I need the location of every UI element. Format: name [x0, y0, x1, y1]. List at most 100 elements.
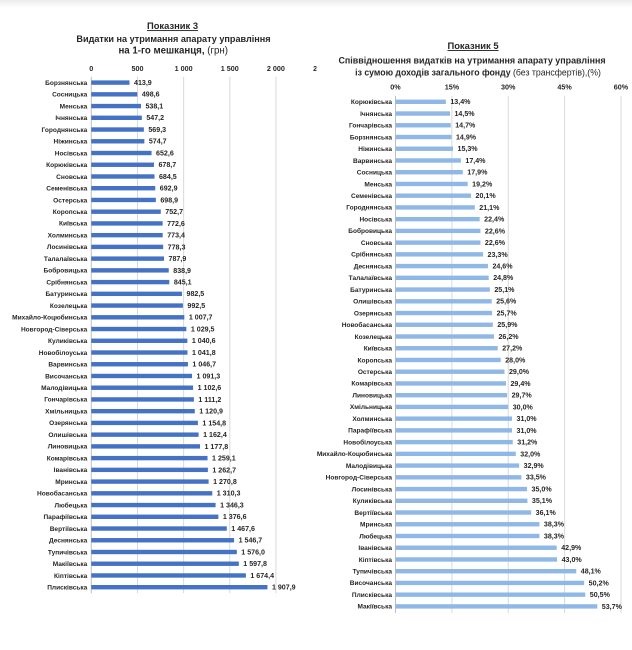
svg-text:1 597,8: 1 597,8 [243, 560, 267, 568]
svg-text:31,2%: 31,2% [517, 439, 538, 447]
svg-text:652,6: 652,6 [156, 149, 174, 157]
svg-text:500: 500 [132, 64, 144, 73]
svg-text:Мринська: Мринська [55, 479, 87, 486]
svg-text:24,6%: 24,6% [492, 262, 513, 270]
svg-text:25,7%: 25,7% [497, 309, 518, 317]
svg-text:Городнянська: Городнянська [42, 127, 88, 134]
svg-text:Коропська: Коропська [53, 209, 88, 216]
svg-text:Парафіївська: Парафіївська [43, 513, 87, 521]
svg-text:698,9: 698,9 [160, 196, 178, 204]
svg-text:Хмільницька: Хмільницька [350, 403, 393, 411]
svg-text:Срібнянська: Срібнянська [351, 251, 392, 259]
svg-text:Холминська: Холминська [352, 416, 392, 423]
svg-text:Лосинівська: Лосинівська [352, 485, 393, 493]
svg-text:0: 0 [89, 64, 93, 73]
svg-text:1 111,2: 1 111,2 [198, 396, 221, 404]
svg-text:38,3%: 38,3% [544, 521, 565, 529]
svg-text:Батуринська: Батуринська [350, 287, 392, 294]
svg-text:60%: 60% [614, 83, 629, 92]
svg-text:30,0%: 30,0% [513, 403, 534, 411]
svg-text:Борзнянська: Борзнянська [45, 80, 88, 87]
svg-text:1 154,8: 1 154,8 [202, 419, 226, 427]
svg-text:Корюківська: Корюківська [46, 161, 87, 169]
svg-text:15,3%: 15,3% [458, 145, 479, 153]
svg-text:Новобілоуська: Новобілоуська [343, 438, 392, 446]
svg-text:Олишівська: Олишівська [48, 431, 87, 439]
svg-text:1 376,6: 1 376,6 [223, 513, 247, 521]
svg-text:33,5%: 33,5% [526, 474, 547, 482]
svg-text:Макіївська: Макіївська [357, 603, 392, 611]
svg-text:982,5: 982,5 [187, 290, 205, 298]
svg-text:Мринська: Мринська [360, 522, 392, 529]
svg-text:Козелецька: Козелецька [355, 334, 393, 341]
svg-text:48,1%: 48,1% [581, 568, 602, 576]
svg-text:752,7: 752,7 [165, 208, 183, 216]
svg-text:Батуринська: Батуринська [45, 291, 87, 298]
svg-text:22,6%: 22,6% [485, 227, 506, 235]
svg-text:22,6%: 22,6% [485, 239, 506, 247]
svg-text:Вертіївська: Вертіївська [50, 525, 88, 533]
svg-text:Линовицька: Линовицька [352, 392, 392, 399]
svg-text:1 467,6: 1 467,6 [231, 525, 255, 533]
svg-text:1 259,1: 1 259,1 [212, 455, 236, 463]
svg-text:773,4: 773,4 [167, 232, 185, 240]
svg-text:Любецька: Любецька [359, 532, 392, 540]
svg-text:20,1%: 20,1% [476, 192, 497, 200]
svg-text:29,7%: 29,7% [512, 392, 533, 400]
svg-text:Куликівська: Куликівська [353, 497, 393, 505]
svg-text:1 576,0: 1 576,0 [241, 548, 265, 556]
svg-text:Остерська: Остерська [358, 369, 393, 376]
svg-text:Срібнянська: Срібнянська [46, 278, 87, 286]
svg-text:43,0%: 43,0% [562, 556, 583, 564]
svg-text:1 102,6: 1 102,6 [198, 384, 222, 392]
svg-text:787,9: 787,9 [169, 255, 187, 263]
svg-text:Видатки на утримання апарату у: Видатки на утримання апарату управління [76, 34, 270, 44]
svg-text:Височанська: Височанська [45, 373, 88, 380]
svg-text:36,1%: 36,1% [536, 509, 557, 517]
svg-text:19,2%: 19,2% [472, 180, 493, 188]
svg-text:Іванівська: Іванівська [358, 544, 392, 552]
svg-text:30%: 30% [501, 83, 516, 92]
svg-text:569,3: 569,3 [148, 126, 166, 134]
svg-text:992,5: 992,5 [187, 302, 205, 310]
svg-text:Малодівицька: Малодівицька [346, 462, 393, 470]
svg-text:17,4%: 17,4% [465, 157, 486, 165]
svg-text:1 546,7: 1 546,7 [239, 537, 263, 545]
svg-text:413,9: 413,9 [134, 79, 152, 87]
svg-text:0%: 0% [390, 83, 401, 92]
svg-text:1 500: 1 500 [221, 64, 239, 73]
svg-text:Тупичівська: Тупичівська [48, 548, 88, 556]
svg-text:27,2%: 27,2% [502, 345, 523, 353]
svg-text:Ніжинська: Ніжинська [54, 138, 88, 146]
svg-text:Лосинівська: Лосинівська [47, 243, 88, 251]
svg-text:Линовицька: Линовицька [48, 444, 88, 451]
svg-text:Київська: Київська [59, 221, 88, 228]
svg-text:Озерянська: Озерянська [354, 310, 393, 317]
svg-text:Гончарівська: Гончарівська [349, 122, 392, 130]
svg-text:Варвинська: Варвинська [353, 158, 392, 165]
svg-text:1 674,4: 1 674,4 [250, 572, 274, 580]
svg-text:1 270,8: 1 270,8 [213, 478, 237, 486]
svg-text:1 907,9: 1 907,9 [272, 584, 296, 592]
svg-text:Талалаївська: Талалаївська [349, 275, 393, 282]
svg-text:547,2: 547,2 [146, 114, 164, 122]
svg-text:Співвідношення видатків на утр: Співвідношення видатків на утримання апа… [338, 56, 605, 66]
svg-text:Михайло-Коцюбинська: Михайло-Коцюбинська [12, 314, 88, 322]
svg-text:Озерянська: Озерянська [49, 420, 88, 427]
svg-text:Тупичівська: Тупичівська [353, 568, 393, 576]
svg-text:Варвинська: Варвинська [48, 362, 87, 369]
svg-text:Комарівська: Комарівська [47, 454, 88, 462]
svg-text:22,4%: 22,4% [484, 216, 505, 224]
svg-text:Куликівська: Куликівська [48, 337, 88, 345]
svg-text:Новгород-Сіверська: Новгород-Сіверська [326, 474, 393, 482]
svg-text:23,3%: 23,3% [488, 251, 509, 259]
svg-text:42,9%: 42,9% [561, 544, 582, 552]
svg-text:Деснянська: Деснянська [354, 263, 393, 270]
svg-text:Іванівська: Іванівська [54, 466, 88, 474]
svg-text:1 346,3: 1 346,3 [220, 501, 244, 509]
svg-text:21,1%: 21,1% [479, 204, 500, 212]
svg-text:Ніжинська: Ніжинська [358, 145, 392, 153]
svg-text:25,6%: 25,6% [496, 298, 517, 306]
svg-text:Семенівська: Семенівська [351, 192, 392, 200]
svg-text:1 046,7: 1 046,7 [192, 361, 216, 369]
